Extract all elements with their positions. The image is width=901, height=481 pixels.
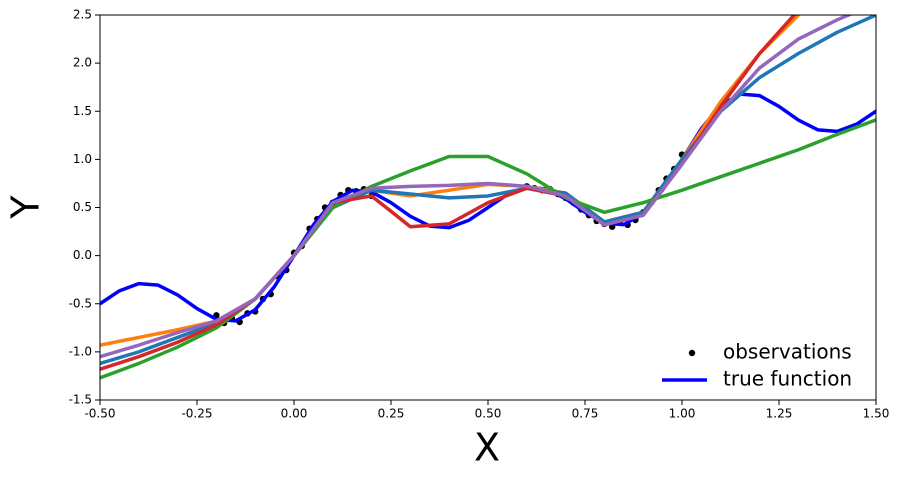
y-tick-label: 0.5	[73, 200, 92, 214]
x-tick-label: -0.50	[84, 407, 115, 421]
x-tick-label: 0.00	[281, 407, 308, 421]
x-tick-label: 1.00	[669, 407, 696, 421]
y-tick-label: 2.0	[73, 56, 92, 70]
y-tick-label: -1.5	[69, 393, 92, 407]
x-tick-label: 0.25	[378, 407, 405, 421]
y-tick-label: 2.5	[73, 8, 92, 22]
y-tick-label: -1.0	[69, 344, 92, 358]
x-tick-label: 0.50	[475, 407, 502, 421]
legend-label: observations	[723, 340, 852, 364]
y-tick-label: -0.5	[69, 296, 92, 310]
x-axis-label: X	[474, 426, 500, 470]
x-tick-label: 0.75	[572, 407, 599, 421]
plot-area	[100, 15, 876, 380]
y-tick-label: 0.0	[73, 248, 92, 262]
legend-label: true function	[723, 367, 852, 391]
legend-marker	[688, 349, 696, 357]
y-tick-label: 1.0	[73, 152, 92, 166]
x-tick-label: 1.50	[863, 407, 890, 421]
y-axis-label: Y	[4, 195, 48, 220]
x-tick-label: 1.25	[766, 407, 793, 421]
line	[100, 15, 797, 371]
x-tick-label: -0.25	[181, 407, 212, 421]
y-tick-label: 1.5	[73, 104, 92, 118]
line	[100, 15, 854, 359]
